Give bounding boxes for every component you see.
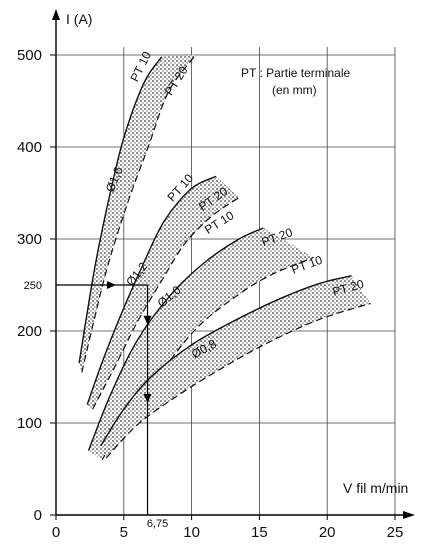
band-4 [100,275,371,458]
axes [52,9,415,519]
x-axis-arrow [403,511,415,519]
x-tick-label: 25 [387,524,404,541]
curve-pt10-2 [86,175,217,405]
y-axis-arrow [52,9,60,20]
annotation-line-2: (en mm) [272,83,317,97]
x-axis-title: V fil m/min [343,480,408,496]
y-tick-label: 100 [17,415,42,432]
band-1 [79,55,196,373]
bands [78,54,371,461]
x-tick-label: 20 [319,524,336,541]
curve-pt20-1 [81,54,197,373]
ref-current-label: 250 [24,280,42,292]
x-tick-label: 5 [120,524,128,541]
curve-pt20-3 [101,256,314,461]
y-axis-title: I (A) [66,11,92,27]
ref-arrow-right [106,281,116,289]
ref-arrow-down-2 [143,394,152,403]
curve-pt10-3 [87,227,264,451]
curve-pt20-4 [105,302,371,459]
ref-arrow-down [143,315,152,325]
ref-speed-label: 6,75 [147,518,168,530]
y-tick-label: 200 [17,323,42,340]
y-tick-label: 500 [17,47,42,64]
y-tick-label: 0 [34,507,42,524]
annotation-line-1: PT : Partie terminale [241,66,350,80]
y-tick-label: 400 [17,139,42,156]
x-tick-label: 0 [52,524,60,541]
x-tick-label: 15 [251,524,268,541]
curve-pt20-2 [92,197,240,410]
x-tick-label: 10 [183,524,200,541]
y-tick-label: 300 [17,231,42,248]
reference-lines: 250 6,75 [24,280,169,530]
curve-pt10-4 [100,275,352,447]
curve-pt10-1 [78,56,163,364]
